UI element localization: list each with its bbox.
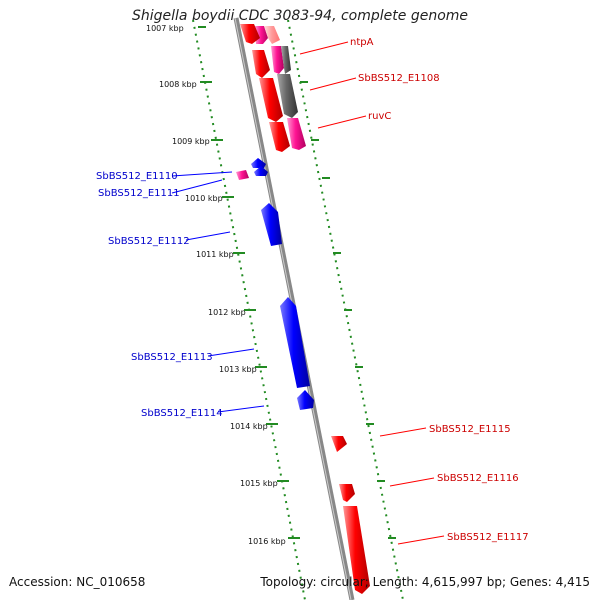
gene-arrow[interactable] [252, 50, 270, 78]
gene-label[interactable]: SbBS512_E1116 [437, 473, 519, 484]
ruler-ticks [198, 26, 300, 539]
gene-label[interactable]: SbBS512_E1108 [358, 73, 440, 84]
tick-label: 1007 kbp [146, 24, 184, 33]
accession-text: Accession: NC_010658 [9, 575, 146, 589]
gene-label-ntpA[interactable]: ntpA [350, 37, 374, 48]
forward-genes-inner [240, 24, 290, 152]
gene-labels-left: SbBS512_E1110 SbBS512_E1111 SbBS512_E111… [96, 171, 223, 419]
gene-arrow[interactable] [254, 166, 268, 176]
gene-arrow[interactable] [287, 118, 306, 150]
gene-arrow[interactable] [297, 390, 314, 410]
gene-arrow[interactable] [280, 297, 310, 388]
gene-label-ruvC[interactable]: ruvC [368, 111, 391, 122]
tick-label: 1009 kbp [172, 137, 210, 146]
topology-text: Topology: circular; Length: 4,615,997 bp… [260, 575, 590, 589]
reverse-genes [236, 158, 314, 410]
tick-label: 1010 kbp [185, 194, 223, 203]
gene-arrow[interactable] [251, 158, 266, 168]
tick-label: 1014 kbp [230, 422, 268, 431]
gene-label[interactable]: SbBS512_E1110 [96, 171, 178, 182]
gene-arrow[interactable] [261, 203, 282, 246]
gene-arrow[interactable] [240, 24, 260, 44]
gene-arrow[interactable] [264, 26, 280, 44]
tick-label: 1015 kbp [240, 479, 278, 488]
map-title: Shigella boydii CDC 3083-94, complete ge… [131, 8, 469, 24]
gene-labels-right: ntpA SbBS512_E1108 ruvC SbBS512_E1115 Sb… [350, 37, 529, 543]
tick-label: 1012 kbp [208, 308, 246, 317]
gene-arrow[interactable] [331, 436, 347, 452]
tick-label: 1013 kbp [219, 365, 257, 374]
gene-label[interactable]: SbBS512_E1113 [131, 352, 213, 363]
gene-arrow[interactable] [277, 74, 298, 118]
tick-label: 1011 kbp [196, 250, 234, 259]
gene-arrow[interactable] [343, 506, 370, 594]
gene-label[interactable]: SbBS512_E1114 [141, 408, 223, 419]
label-leaders [171, 41, 445, 545]
gene-arrow[interactable] [281, 46, 291, 74]
gene-arrow[interactable] [236, 170, 249, 180]
gene-arrow[interactable] [271, 46, 284, 74]
ruler-ticks-right [300, 81, 396, 539]
tick-label: 1016 kbp [248, 537, 286, 546]
gene-label[interactable]: SbBS512_E1112 [108, 236, 190, 247]
gene-arrow[interactable] [339, 484, 355, 502]
gene-arrow[interactable] [269, 122, 290, 152]
forward-genes [255, 26, 370, 594]
gene-arrow[interactable] [259, 78, 283, 122]
gene-label[interactable]: SbBS512_E1117 [447, 532, 529, 543]
gene-label[interactable]: SbBS512_E1115 [429, 424, 511, 435]
tick-label: 1008 kbp [159, 80, 197, 89]
gene-label[interactable]: SbBS512_E1111 [98, 188, 180, 199]
ruler-tick-labels: 1007 kbp 1008 kbp 1009 kbp 1010 kbp 1011… [146, 24, 286, 546]
gene-arrow[interactable] [255, 26, 268, 44]
